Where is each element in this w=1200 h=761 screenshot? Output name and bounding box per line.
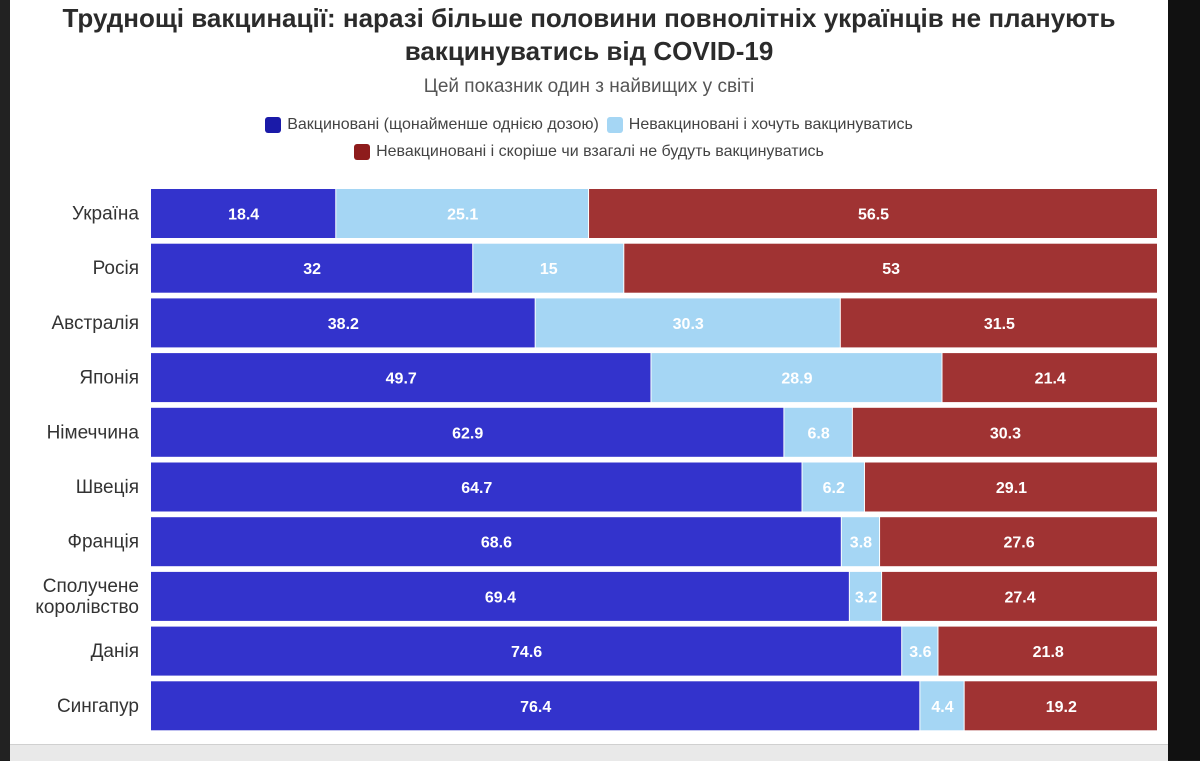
legend-label-vaccinated: Вакциновані (щонайменше однією дозою) — [287, 116, 599, 133]
data-label-want: 30.3 — [673, 316, 704, 333]
bar-segment-vaccinated[interactable] — [151, 462, 802, 512]
data-label-want: 3.6 — [909, 644, 931, 661]
bar-segment-not[interactable] — [942, 353, 1157, 403]
bar-segment-not[interactable] — [624, 243, 1157, 293]
chart-subtitle: Цей показник один з найвищих у світі — [423, 76, 755, 97]
data-label-not: 29.1 — [996, 480, 1027, 497]
legend-row-1: Вакциновані (щонайменше однією дозою) Не… — [10, 116, 1168, 134]
data-label-vaccinated: 76.4 — [520, 699, 551, 716]
legend-item-want[interactable]: Невакциновані і хочуть вакцинуватись — [606, 116, 913, 134]
bar-segment-vaccinated[interactable] — [151, 626, 902, 676]
window-frame-left — [0, 0, 10, 760]
category-label: Австралія — [52, 313, 140, 334]
data-label-want: 15 — [540, 261, 558, 278]
card-bottom-strip — [10, 744, 1168, 761]
data-label-want: 6.2 — [823, 480, 845, 497]
stacked-bar-chart: Україна 18.4 25.1 56.5 Росія 32 15 53 Австралія 3… — [35, 189, 1157, 731]
data-label-not: 27.6 — [1003, 535, 1034, 552]
chart-title: Труднощі вакцинації: наразі більше полов… — [10, 2, 1168, 68]
legend-item-vaccinated[interactable]: Вакциновані (щонайменше однією дозою) — [265, 116, 599, 134]
bar-segment-vaccinated[interactable] — [151, 298, 535, 348]
data-label-want: 3.8 — [850, 535, 872, 552]
legend-swatch-want — [606, 117, 623, 133]
bar-segment-vaccinated[interactable] — [151, 243, 473, 293]
data-label-not: 30.3 — [990, 425, 1021, 442]
bar-segment-want[interactable] — [651, 353, 942, 403]
category-label: Німеччина — [47, 422, 140, 443]
legend-swatch-vaccinated — [265, 117, 282, 133]
bar-segment-vaccinated[interactable] — [151, 571, 849, 621]
bar-segment-not[interactable] — [964, 681, 1157, 731]
data-label-vaccinated: 18.4 — [228, 207, 259, 224]
legend-label-not: Невакциновані і скоріше чи взагалі не бу… — [376, 143, 824, 160]
chart-title-line-2: вакцинуватись від COVID-19 — [404, 36, 774, 66]
data-label-want: 28.9 — [781, 371, 812, 388]
bar-segment-vaccinated[interactable] — [151, 353, 651, 403]
category-label: Японія — [79, 368, 139, 389]
bar-segment-want[interactable] — [841, 517, 880, 567]
data-label-want: 3.2 — [855, 589, 877, 606]
bar-segment-want[interactable] — [902, 626, 938, 676]
bar-segment-want[interactable] — [784, 407, 852, 457]
bar-segment-want[interactable] — [849, 571, 882, 621]
bar-segment-want[interactable] — [473, 243, 624, 293]
category-label: Швеція — [76, 477, 139, 498]
bar-segment-not[interactable] — [938, 626, 1157, 676]
bar-segment-want[interactable] — [802, 462, 864, 512]
category-label: Сполучене королівство — [35, 576, 139, 618]
bar-segment-not[interactable] — [840, 298, 1157, 348]
bar-segment-vaccinated[interactable] — [151, 407, 784, 457]
data-label-vaccinated: 38.2 — [328, 316, 359, 333]
legend-label-want: Невакциновані і хочуть вакцинуватись — [628, 116, 913, 133]
data-label-vaccinated: 69.4 — [485, 589, 516, 606]
bar-segment-not[interactable] — [864, 462, 1157, 512]
category-label: Росія — [93, 258, 139, 279]
chart-card: Труднощі вакцинації: наразі більше полов… — [10, 0, 1168, 760]
category-label: Франція — [68, 532, 139, 553]
bar-segment-vaccinated[interactable] — [151, 681, 920, 731]
bar-segment-vaccinated[interactable] — [151, 189, 336, 238]
legend-row-2: Невакциновані і скоріше чи взагалі не бу… — [10, 143, 1168, 161]
data-label-vaccinated: 74.6 — [511, 644, 542, 661]
chart-title-line-1: Труднощі вакцинації: наразі більше полов… — [62, 3, 1116, 33]
data-label-vaccinated: 62.9 — [452, 425, 483, 442]
bar-segment-vaccinated[interactable] — [151, 517, 841, 567]
data-label-not: 21.4 — [1035, 371, 1066, 388]
category-label: Україна — [72, 204, 139, 225]
data-label-vaccinated: 68.6 — [481, 535, 512, 552]
data-label-want: 4.4 — [931, 699, 953, 716]
bar-segment-want[interactable] — [336, 189, 589, 238]
data-label-want: 6.8 — [808, 425, 830, 442]
window-frame-right — [1168, 0, 1200, 760]
data-label-vaccinated: 64.7 — [461, 480, 492, 497]
category-label: Данія — [91, 641, 139, 662]
data-label-vaccinated: 32 — [303, 261, 321, 278]
data-label-not: 19.2 — [1046, 699, 1077, 716]
category-label: Сингапур — [57, 696, 139, 717]
legend-swatch-not — [354, 144, 371, 160]
data-label-want: 25.1 — [447, 207, 478, 224]
data-label-not: 56.5 — [858, 207, 889, 224]
data-label-not: 53 — [882, 261, 900, 278]
bar-segment-want[interactable] — [535, 298, 840, 348]
bar-segment-want[interactable] — [920, 681, 964, 731]
data-label-not: 27.4 — [1004, 589, 1035, 606]
bar-segment-not[interactable] — [589, 189, 1157, 238]
data-label-vaccinated: 49.7 — [386, 371, 417, 388]
bar-segment-not[interactable] — [880, 517, 1157, 567]
data-label-not: 21.8 — [1033, 644, 1064, 661]
bar-segment-not[interactable] — [852, 407, 1157, 457]
data-label-not: 31.5 — [984, 316, 1015, 333]
bar-segment-not[interactable] — [882, 571, 1157, 621]
legend-item-not[interactable]: Невакциновані і скоріше чи взагалі не бу… — [354, 143, 824, 161]
